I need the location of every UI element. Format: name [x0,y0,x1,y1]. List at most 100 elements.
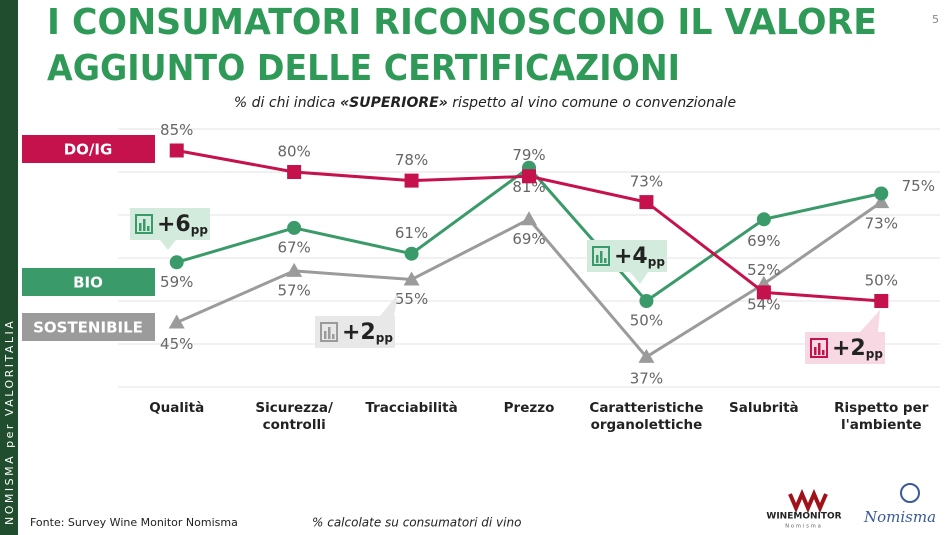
marker [638,348,655,363]
x-tick-label: Sicurezza/controlli [255,400,333,433]
note: % calcolate su consumatori di vino [312,516,521,530]
marker [404,173,419,188]
badge-icon-bar [143,219,146,231]
data-label: 73% [865,215,898,233]
badge-tail [860,310,880,332]
legend-label: SOSTENIBILE [33,319,143,337]
badge: +2pp [315,294,398,348]
legend-box [22,268,155,296]
data-label: 75% [902,177,935,195]
badge-icon [320,322,338,342]
marker [286,262,303,277]
badge-icon-bar [814,347,817,355]
marker [639,294,654,308]
x-tick-label: Salubrità [729,400,799,416]
legend-label: BIO [73,274,103,292]
badge-unit: pp [191,223,209,237]
badge-tail [160,240,176,250]
marker [168,314,185,329]
data-label: 85% [160,121,193,139]
data-label: 79% [512,146,545,164]
data-label: 50% [865,272,898,290]
data-label: 50% [630,312,663,330]
marker [873,194,890,209]
badge-text: +4pp [614,244,665,269]
marker [874,294,889,308]
badge-unit: pp [648,255,666,269]
badge-value: +2 [342,320,376,345]
data-label: 67% [277,238,310,256]
marker [874,186,889,201]
badge-text: +6pp [157,212,208,237]
badge-icon [592,246,610,266]
marker [639,195,654,210]
badge-icon-bar [600,251,603,263]
data-label: 80% [277,143,310,161]
marker [287,165,302,179]
marker [521,211,537,226]
sidebar-text: NOMISMA per VALORITALIA [3,319,16,525]
badge-value: +4 [614,244,648,269]
data-label: 61% [395,224,428,242]
marker [403,271,420,286]
data-label: 54% [747,295,780,313]
data-label: 78% [395,151,428,169]
badge-icon-bar [332,334,335,339]
badge: +2pp [805,310,885,364]
data-label: 81% [512,178,545,196]
data-label: 69% [512,230,545,248]
badge-icon-bar [822,350,825,355]
data-label: 69% [747,232,780,250]
badge-unit: pp [866,347,884,361]
badge-icon [135,214,153,234]
marker [756,285,771,300]
source: Fonte: Survey Wine Monitor Nomisma [30,516,238,529]
badge-icon-bar [818,343,821,355]
logo-text: WINEMONITOR [766,512,841,522]
marker [756,212,771,227]
winemonitor-icon [788,488,828,514]
badge-icon-bar [596,255,599,263]
data-label: 59% [160,273,193,291]
page-number: 5 [932,13,939,26]
badge-unit: pp [376,331,394,345]
subtitle-part: % di chi indica [234,95,340,111]
marker [287,220,302,235]
legend-box [22,313,155,341]
x-tick-label: Prezzo [504,400,555,416]
badge-icon-bar [147,226,150,231]
logo-text: Nomisma [785,524,823,530]
badge-value: +2 [832,336,866,361]
badge-icon-bar [324,331,327,339]
badge-tail [380,294,398,316]
x-tick-label: Caratteristiche organolettiche [589,400,703,433]
marker [522,169,536,184]
subtitle: % di chi indica «SUPERIORE» rispetto al … [234,95,736,111]
badge-text: +2pp [832,336,883,361]
title-line: AGGIUNTO DELLE CERTIFICAZIONI [47,48,680,89]
marker [404,246,419,261]
logo-text: Nomisma [863,508,936,526]
series-line [176,200,883,359]
legend-box [22,135,155,163]
subtitle-part: rispetto al vino comune o convenzionale [448,95,736,111]
badge-icon-bar [328,327,331,339]
badge-icon [810,338,828,358]
badge-icon-bar [139,223,142,231]
badge: +4pp [587,240,667,284]
badge-text: +2pp [342,320,393,345]
badge-value: +6 [157,212,191,237]
data-label: 37% [630,369,663,387]
badge: +6pp [130,208,210,250]
nomisma-icon [900,483,920,503]
x-tick-label: Tracciabilità [365,400,457,416]
x-tick-label: Rispetto per l'ambiente [834,400,929,433]
data-label: 57% [277,281,310,299]
marker [169,143,184,158]
badge-icon-bar [604,258,607,263]
data-label: 52% [747,261,780,279]
data-label: 45% [160,335,193,353]
title-line: I CONSUMATORI RICONOSCONO IL VALORE [47,2,877,43]
legend-label: DO/IG [64,141,113,159]
